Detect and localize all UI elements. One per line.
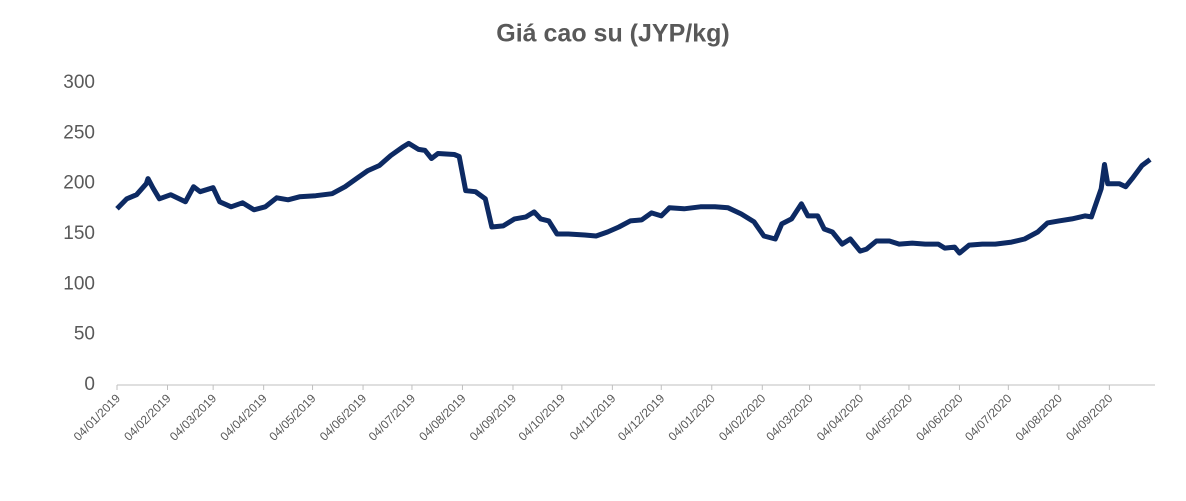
x-tick-label: 04/01/2020 [666, 391, 719, 444]
x-tick-label: 04/03/2020 [763, 391, 816, 444]
x-tick-label: 04/06/2019 [317, 391, 370, 444]
x-tick-label: 04/04/2020 [814, 391, 867, 444]
y-tick-label: 300 [63, 72, 95, 93]
x-tick-label: 04/07/2019 [366, 391, 419, 444]
x-tick-label: 04/12/2019 [615, 391, 668, 444]
x-tick-label: 04/05/2020 [863, 391, 916, 444]
y-tick-label: 0 [84, 374, 95, 395]
x-tick-label: 04/02/2019 [121, 391, 174, 444]
x-tick-label: 04/01/2019 [71, 391, 124, 444]
x-tick-label: 04/09/2019 [467, 391, 520, 444]
x-tick-label: 04/10/2019 [516, 391, 569, 444]
x-tick-label: 04/05/2019 [266, 391, 319, 444]
y-tick-label: 200 [63, 173, 95, 194]
x-tick-label: 04/07/2020 [962, 391, 1015, 444]
x-tick-label: 04/08/2019 [416, 391, 469, 444]
y-tick-label: 100 [63, 273, 95, 294]
x-tick-label: 04/11/2019 [567, 391, 619, 443]
y-tick-label: 150 [63, 223, 95, 244]
x-tick-label: 04/04/2019 [217, 391, 270, 444]
line [115, 140, 1152, 256]
x-tick-label: 04/09/2020 [1063, 391, 1116, 444]
y-tick-label: 250 [63, 122, 95, 143]
y-tick-label: 50 [74, 324, 95, 345]
chart-title: Giá cao su (JYP/kg) [496, 20, 729, 48]
x-tick-label: 04/06/2020 [913, 391, 966, 444]
x-tick-label: 04/02/2020 [716, 391, 769, 444]
x-tick-label: 04/03/2019 [167, 391, 220, 444]
x-tick-label: 04/08/2020 [1013, 391, 1066, 444]
